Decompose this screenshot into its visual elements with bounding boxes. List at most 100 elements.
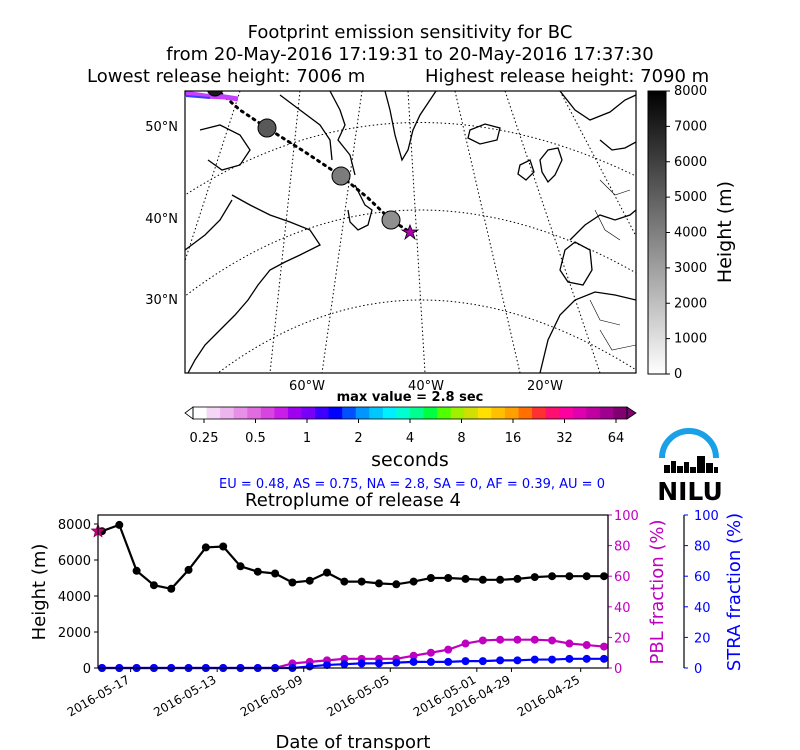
map-panel: [185, 91, 636, 373]
chart-ytick-label: 0: [83, 662, 91, 677]
stra-point: [426, 657, 435, 666]
sensitivity-colorbar-segment: [274, 407, 289, 419]
stra-point: [478, 657, 487, 666]
sensitivity-colorbar-segment: [518, 407, 533, 419]
sensitivity-colorbar-segment: [355, 407, 370, 419]
stra-point: [305, 662, 314, 671]
chart-stra-tick-label: 0: [694, 662, 702, 677]
chart-xtick-label: 2016-05-13: [151, 672, 218, 719]
trajectory-line: [216, 91, 412, 234]
height-point: [288, 578, 297, 587]
height-point: [409, 577, 418, 586]
height-colorbar-tick-label: 2000: [674, 296, 707, 311]
pbl-point: [600, 642, 608, 651]
sensitivity-colorbar-tick-label: 1: [303, 431, 311, 446]
height-point: [219, 542, 228, 551]
pbl-point: [461, 639, 470, 648]
lon-label: 20°W: [527, 379, 563, 394]
max-value-label: max value = 2.8 sec: [337, 390, 484, 405]
stra-point: [340, 660, 349, 669]
stra-point: [357, 659, 366, 668]
stra-point: [444, 657, 453, 666]
chart-pbl-tick-label: 0: [614, 662, 622, 677]
pbl-point: [548, 636, 557, 645]
trajectory-point: [257, 118, 277, 138]
pbl-point: [565, 639, 574, 648]
height-point: [513, 574, 522, 583]
height-colorbar-label: Height (m): [714, 181, 736, 283]
sensitivity-colorbar-segment: [613, 407, 628, 419]
chart-stra-tick-label: 80: [694, 540, 711, 555]
time-range: from 20-May-2016 17:19:31 to 20-May-2016…: [166, 44, 653, 65]
sensitivity-colorbar-segment: [532, 407, 547, 419]
height-colorbar-ticks: 0 1000 2000 3000 4000 5000 6000 7000 8000: [666, 84, 707, 382]
sensitivity-colorbar-segment: [287, 407, 302, 419]
stra-point: [461, 657, 470, 666]
height-point: [201, 543, 210, 552]
chart-stra-tick-label: 60: [694, 570, 711, 585]
lon-label: 60°W: [289, 379, 325, 394]
highest-release-height: Highest release height: 7090 m: [425, 66, 709, 87]
stra-series-line: [102, 657, 604, 670]
height-colorbar-tick-label: 0: [674, 367, 682, 382]
sensitivity-colorbar-segment: [572, 407, 587, 419]
height-colorbar-tick-label: 8000: [674, 84, 707, 99]
height-point: [600, 572, 608, 581]
chart-stra-tick-label: 40: [694, 601, 711, 616]
sensitivity-colorbar-segment: [382, 407, 397, 419]
release-location-star: [400, 223, 420, 241]
sensitivity-colorbar-segment: [423, 407, 438, 419]
sensitivity-colorbar-segment: [342, 407, 357, 419]
trajectory-point: [207, 91, 223, 97]
chart-title: Retroplume of release 4: [245, 490, 461, 511]
chart-xtick-label: 2016-05-05: [324, 672, 391, 719]
height-colorbar-tick-label: 4000: [674, 226, 707, 241]
chart-ytick-label: 6000: [58, 554, 91, 569]
sensitivity-colorbar-segment: [193, 407, 208, 419]
height-point: [184, 565, 193, 574]
height-point: [132, 566, 141, 575]
sensitivity-colorbar-segment: [504, 407, 519, 419]
sensitivity-colorbar-segment: [328, 407, 343, 419]
chart-ytick-label: 2000: [58, 626, 91, 641]
chart-xtick-label: 2016-05-17: [65, 672, 132, 719]
lat-label: 40°N: [145, 212, 178, 227]
chart-pbl-tick-label: 20: [614, 631, 631, 646]
trajectory-point: [381, 210, 401, 230]
height-point: [530, 573, 539, 582]
chart-stra-tick-label: 20: [694, 631, 711, 646]
chart-ylabel: Height (m): [29, 544, 50, 641]
chart-stra-tick-label: 100: [694, 509, 719, 524]
sensitivity-colorbar-segment: [437, 407, 452, 419]
trajectory-point: [331, 166, 351, 186]
retroplume-chart: 0 2000 4000 6000 8000 0 20 40 60 80 100 0 20 40 60 80 10…: [58, 509, 719, 719]
stra-point: [374, 659, 383, 668]
nilu-logo: NILU: [657, 428, 723, 506]
stra-point: [600, 654, 608, 663]
chart-pbl-tick-label: 100: [614, 509, 639, 524]
sensitivity-colorbar-segment: [233, 407, 248, 419]
sensitivity-colorbar-segment: [206, 407, 221, 419]
height-point: [340, 577, 349, 586]
height-point: [167, 584, 176, 593]
sensitivity-unit-label: seconds: [371, 449, 449, 471]
sensitivity-colorbar-tick-label: 8: [457, 431, 465, 446]
height-point: [149, 581, 158, 590]
height-point: [426, 574, 435, 582]
pbl-point: [496, 635, 505, 644]
chart-xlabel: Date of transport: [276, 732, 431, 750]
chart-xtick-label: 2016-04-25: [515, 672, 582, 719]
sensitivity-colorbar-segment: [559, 407, 574, 419]
stra-point: [548, 655, 557, 664]
lowest-release-height: Lowest release height: 7006 m: [87, 66, 365, 87]
region-fractions: EU = 0.48, AS = 0.75, NA = 2.8, SA = 0, …: [219, 477, 605, 492]
height-colorbar-tick-label: 3000: [674, 261, 707, 276]
height-point: [548, 572, 557, 581]
sensitivity-colorbar-tick-label: 64: [608, 431, 625, 446]
height-point: [253, 567, 262, 576]
height-colorbar: 0 1000 2000 3000 4000 5000 6000 7000 8000 Height…: [647, 84, 736, 382]
pbl-point: [478, 636, 487, 645]
height-point: [271, 569, 280, 578]
sensitivity-colorbar-tick-label: 0.5: [245, 431, 266, 446]
